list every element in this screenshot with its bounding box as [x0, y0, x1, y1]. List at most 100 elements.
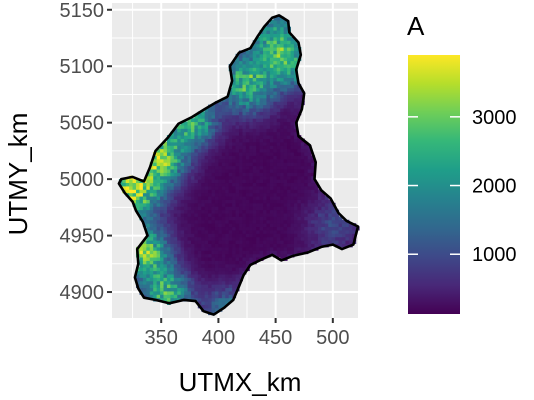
raster-cell [208, 287, 213, 292]
raster-cell [338, 240, 343, 244]
raster-cell [239, 270, 243, 275]
raster-cell [266, 131, 271, 136]
raster-cell [276, 158, 281, 163]
raster-cell [304, 202, 309, 207]
raster-cell [263, 236, 267, 241]
raster-cell [184, 128, 189, 133]
raster-cell [218, 155, 223, 160]
raster-cell [201, 253, 206, 258]
raster-cell [225, 118, 230, 123]
raster-cell [190, 219, 195, 224]
raster-cell [156, 213, 161, 217]
raster-cell [269, 23, 274, 28]
raster-cell [297, 141, 302, 146]
raster-cell [190, 172, 195, 177]
raster-cell [259, 213, 264, 217]
raster-cell [156, 284, 161, 289]
raster-cell [276, 40, 281, 45]
raster-cell [242, 246, 247, 251]
raster-cell [211, 192, 216, 197]
raster-cell [280, 148, 285, 153]
raster-cell [249, 87, 254, 92]
raster-cell [208, 141, 213, 146]
raster-cell [228, 91, 233, 95]
raster-cell [293, 53, 298, 58]
raster-cell [276, 199, 281, 204]
raster-cell [242, 60, 247, 65]
raster-cell [180, 240, 185, 244]
raster-cell [214, 226, 219, 231]
raster-cell [259, 108, 264, 112]
raster-cell [170, 219, 175, 224]
raster-cell [283, 131, 288, 136]
raster-cell [208, 199, 213, 204]
raster-cell [173, 185, 178, 190]
raster-cell [259, 67, 264, 72]
raster-cell [283, 47, 288, 51]
raster-cell [266, 162, 271, 167]
raster-cell [256, 240, 261, 244]
raster-cell [218, 294, 223, 299]
raster-cell [232, 223, 237, 228]
raster-cell [239, 172, 243, 177]
raster-cell [280, 206, 285, 211]
raster-cell [280, 77, 285, 82]
raster-cell [194, 175, 199, 180]
raster-cell [163, 280, 168, 285]
raster-cell [273, 33, 278, 38]
raster-cell [235, 91, 240, 95]
raster-cell [194, 202, 199, 207]
raster-cell [300, 185, 305, 190]
raster-cell [328, 202, 333, 207]
raster-cell [297, 209, 302, 214]
raster-cell [266, 135, 271, 139]
raster-cell [256, 236, 261, 241]
raster-cell [242, 87, 247, 92]
raster-cell [256, 63, 261, 68]
raster-cell [125, 182, 130, 187]
raster-cell [290, 118, 295, 123]
raster-cell [166, 138, 171, 143]
raster-cell [166, 145, 171, 150]
raster-cell [307, 219, 312, 224]
raster-cell [311, 223, 316, 228]
raster-cell [245, 74, 250, 79]
raster-cell [256, 196, 261, 200]
raster-cell [153, 155, 158, 160]
raster-cell [266, 226, 271, 231]
raster-cell [194, 216, 199, 221]
raster-cell [180, 229, 185, 234]
raster-cell [177, 209, 182, 214]
raster-cell [304, 155, 309, 160]
raster-cell [180, 172, 185, 177]
raster-cell [201, 229, 206, 234]
raster-cell [273, 199, 278, 204]
raster-cell [190, 196, 195, 200]
raster-cell [273, 111, 278, 116]
raster-cell [293, 94, 298, 99]
raster-cell [190, 124, 195, 129]
raster-cell [228, 263, 233, 268]
raster-cell [173, 189, 178, 194]
raster-cell [311, 162, 316, 167]
raster-cell [273, 77, 278, 82]
raster-cell [242, 202, 247, 207]
raster-cell [249, 63, 254, 68]
raster-cell [225, 213, 230, 217]
raster-cell [170, 138, 175, 143]
raster-cell [146, 290, 151, 295]
raster-cell [283, 250, 288, 255]
raster-cell [218, 185, 223, 190]
raster-cell [245, 63, 250, 68]
raster-cell [280, 135, 285, 139]
raster-cell [228, 97, 233, 102]
raster-cell [218, 179, 223, 184]
raster-cell [259, 138, 264, 143]
raster-cell [208, 219, 213, 224]
raster-cell [163, 196, 168, 200]
raster-cell [187, 219, 192, 224]
raster-cell [252, 131, 257, 136]
raster-cell [208, 189, 213, 194]
raster-cell [311, 233, 316, 238]
